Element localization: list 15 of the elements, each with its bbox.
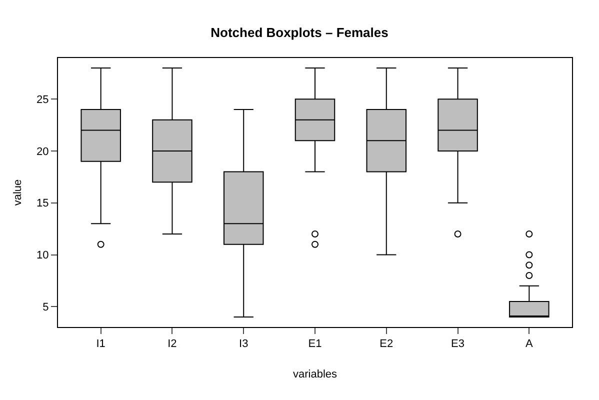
x-tick-label: E2 (380, 338, 394, 350)
x-tick-label: I1 (96, 338, 106, 350)
x-tick-label: E1 (308, 338, 322, 350)
y-tick-label: 25 (36, 94, 49, 106)
x-tick-label: A (526, 338, 534, 350)
x-tick-label: I3 (239, 338, 248, 350)
y-axis-title: value (12, 179, 24, 206)
x-tick-label: E3 (451, 338, 465, 350)
x-axis-title: variables (292, 368, 338, 380)
y-tick-label: 5 (42, 302, 49, 314)
x-tick-label: I2 (168, 338, 177, 350)
y-tick-label: 10 (36, 250, 49, 262)
chart-title: Notched Boxplots – Females (210, 25, 388, 40)
y-tick-label: 20 (36, 146, 49, 158)
y-tick-label: 15 (36, 198, 49, 210)
